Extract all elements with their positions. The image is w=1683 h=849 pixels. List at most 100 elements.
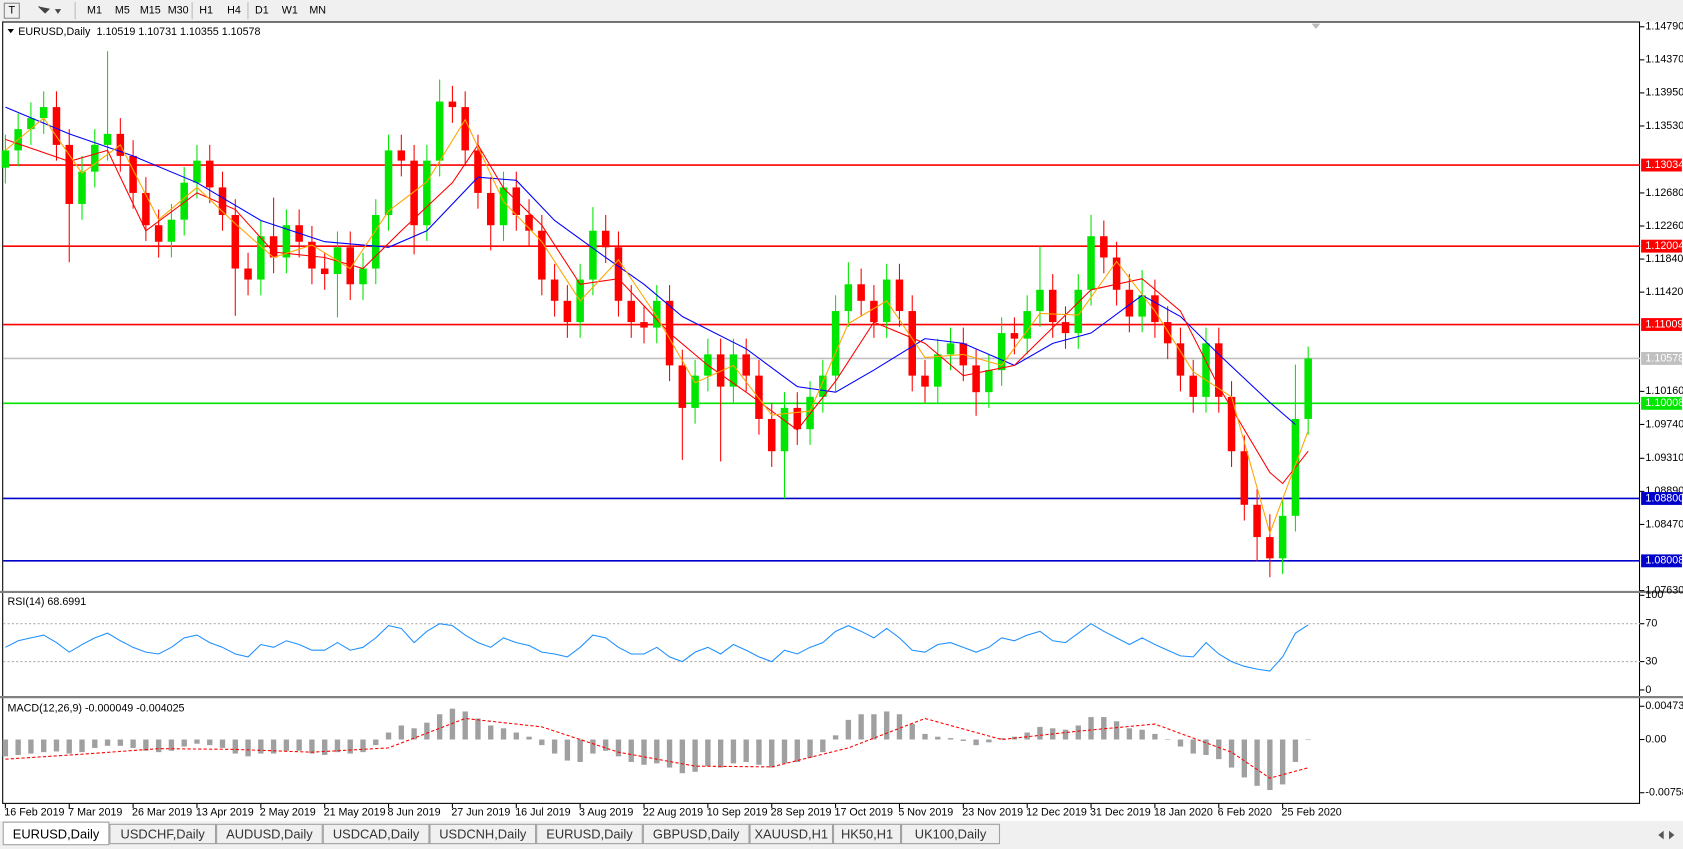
price-level-tag [1641, 318, 1682, 331]
tab[interactable] [642, 823, 750, 845]
candle-body [1100, 236, 1108, 258]
macd-bar [564, 739, 571, 761]
tab-label[interactable]: UK100,Daily [915, 826, 987, 841]
x-tick-label: 8 Jun 2019 [387, 806, 440, 818]
candle-body [1138, 295, 1146, 317]
macd-bar [666, 739, 673, 768]
macd-bar [398, 725, 405, 740]
macd-bar [641, 739, 647, 765]
macd-bar [1165, 739, 1171, 741]
rsi-header: RSI(14) 68.6991 [8, 596, 87, 608]
timeframe-button[interactable]: MN [309, 5, 326, 17]
macd-bar [845, 719, 852, 740]
candle-body [1, 150, 10, 168]
candle-body [716, 354, 725, 387]
y-tick-label: 1.11420 [1645, 286, 1683, 298]
x-tick-label: 27 Jun 2019 [451, 806, 510, 818]
macd-bar [1024, 732, 1030, 740]
macd-bar [53, 739, 60, 752]
tab-label[interactable]: EURUSD,Daily [13, 826, 100, 841]
macd-bar [1228, 739, 1235, 768]
tab[interactable] [429, 823, 537, 845]
candle-body [397, 150, 406, 161]
macd-bar [692, 739, 698, 772]
macd-bar [922, 733, 928, 740]
tab[interactable] [536, 823, 643, 845]
tab-scroll-arrows[interactable] [1658, 830, 1675, 840]
y-tick-label: 1.07630 [1645, 584, 1683, 596]
macd-bar [884, 711, 890, 740]
x-tick-label: 31 Dec 2019 [1090, 806, 1151, 818]
macd-bar [66, 739, 72, 754]
macd-bar [1177, 739, 1184, 747]
tab-label[interactable]: GBPUSD,Daily [653, 826, 740, 841]
macd-bar [832, 735, 839, 740]
y-tick-label: 1.13530 [1645, 120, 1683, 132]
candle-body [1023, 311, 1031, 339]
x-tick-label: 17 Oct 2019 [835, 806, 893, 818]
macd-bar [347, 739, 353, 754]
candle-body [844, 284, 853, 312]
candle-body [1087, 236, 1095, 290]
y-tick-label: 70 [1645, 618, 1657, 630]
candle-body [1189, 375, 1197, 397]
candle-body [410, 160, 418, 226]
macd-bar [143, 739, 149, 751]
text-tool-icon[interactable] [3, 2, 20, 19]
candle-body [895, 279, 904, 312]
macd-bar [590, 739, 596, 754]
candle-body [39, 107, 48, 119]
candle-body [1036, 289, 1044, 312]
price-level-label: 1.11009 [1645, 318, 1683, 330]
timeframe-button[interactable]: D1 [255, 5, 269, 17]
tab[interactable] [216, 823, 323, 845]
tab-label[interactable]: AUDUSD,Daily [226, 826, 313, 841]
candle-body [65, 144, 73, 204]
macd-bar [1203, 739, 1209, 755]
tab-label[interactable]: EURUSD,Daily [546, 826, 633, 841]
x-tick-label: 16 Jul 2019 [515, 806, 570, 818]
timeframe-button[interactable]: H4 [227, 5, 241, 17]
tab-label[interactable]: HK50,H1 [841, 826, 893, 841]
macd-header: MACD(12,26,9) -0.000049 -0.004025 [8, 702, 185, 714]
tab-label[interactable]: USDCHF,Daily [121, 826, 206, 841]
timeframe-button[interactable]: M15 [140, 5, 161, 17]
high-price: 1.10731 [138, 26, 177, 38]
macd-bar [385, 732, 392, 740]
candle-body [346, 247, 354, 285]
candle-body [819, 375, 827, 397]
candle-body [91, 144, 99, 172]
timeframe-button[interactable]: M30 [168, 5, 189, 17]
candle-body [142, 192, 150, 226]
macd-bar [41, 739, 47, 753]
tab-label[interactable]: USDCAD,Daily [333, 826, 420, 841]
x-tick-label: 3 Aug 2019 [579, 806, 633, 818]
tab[interactable] [322, 823, 430, 845]
candle-body [1125, 289, 1134, 317]
timeframe-button[interactable]: H1 [199, 5, 213, 17]
timeframe-button[interactable]: W1 [282, 5, 298, 17]
candle-body [614, 247, 623, 301]
price-level-tag [1641, 492, 1682, 505]
macd-bar [1241, 739, 1248, 778]
macd-signal [5, 717, 1309, 779]
tab[interactable] [2, 821, 110, 846]
macd-bar [28, 739, 34, 754]
candle-body [742, 354, 750, 376]
timeframe-button[interactable]: M1 [87, 5, 102, 17]
candle-body [997, 333, 1006, 371]
timeframe-button[interactable]: M5 [115, 5, 130, 17]
tab-label[interactable]: XAUUSD,H1 [754, 826, 828, 841]
candle-body [372, 214, 380, 269]
candle-body [601, 230, 610, 248]
tab-label[interactable]: USDCNH,Daily [439, 826, 527, 841]
tab[interactable] [109, 823, 217, 845]
macd-bar [577, 739, 583, 762]
tab[interactable] [749, 823, 834, 845]
macd-bar [998, 738, 1005, 740]
candle-body [1112, 257, 1121, 290]
tab[interactable] [833, 823, 902, 845]
shapes-tool-icon[interactable] [38, 6, 62, 14]
tab[interactable] [901, 823, 1001, 845]
candle-body [780, 407, 789, 452]
